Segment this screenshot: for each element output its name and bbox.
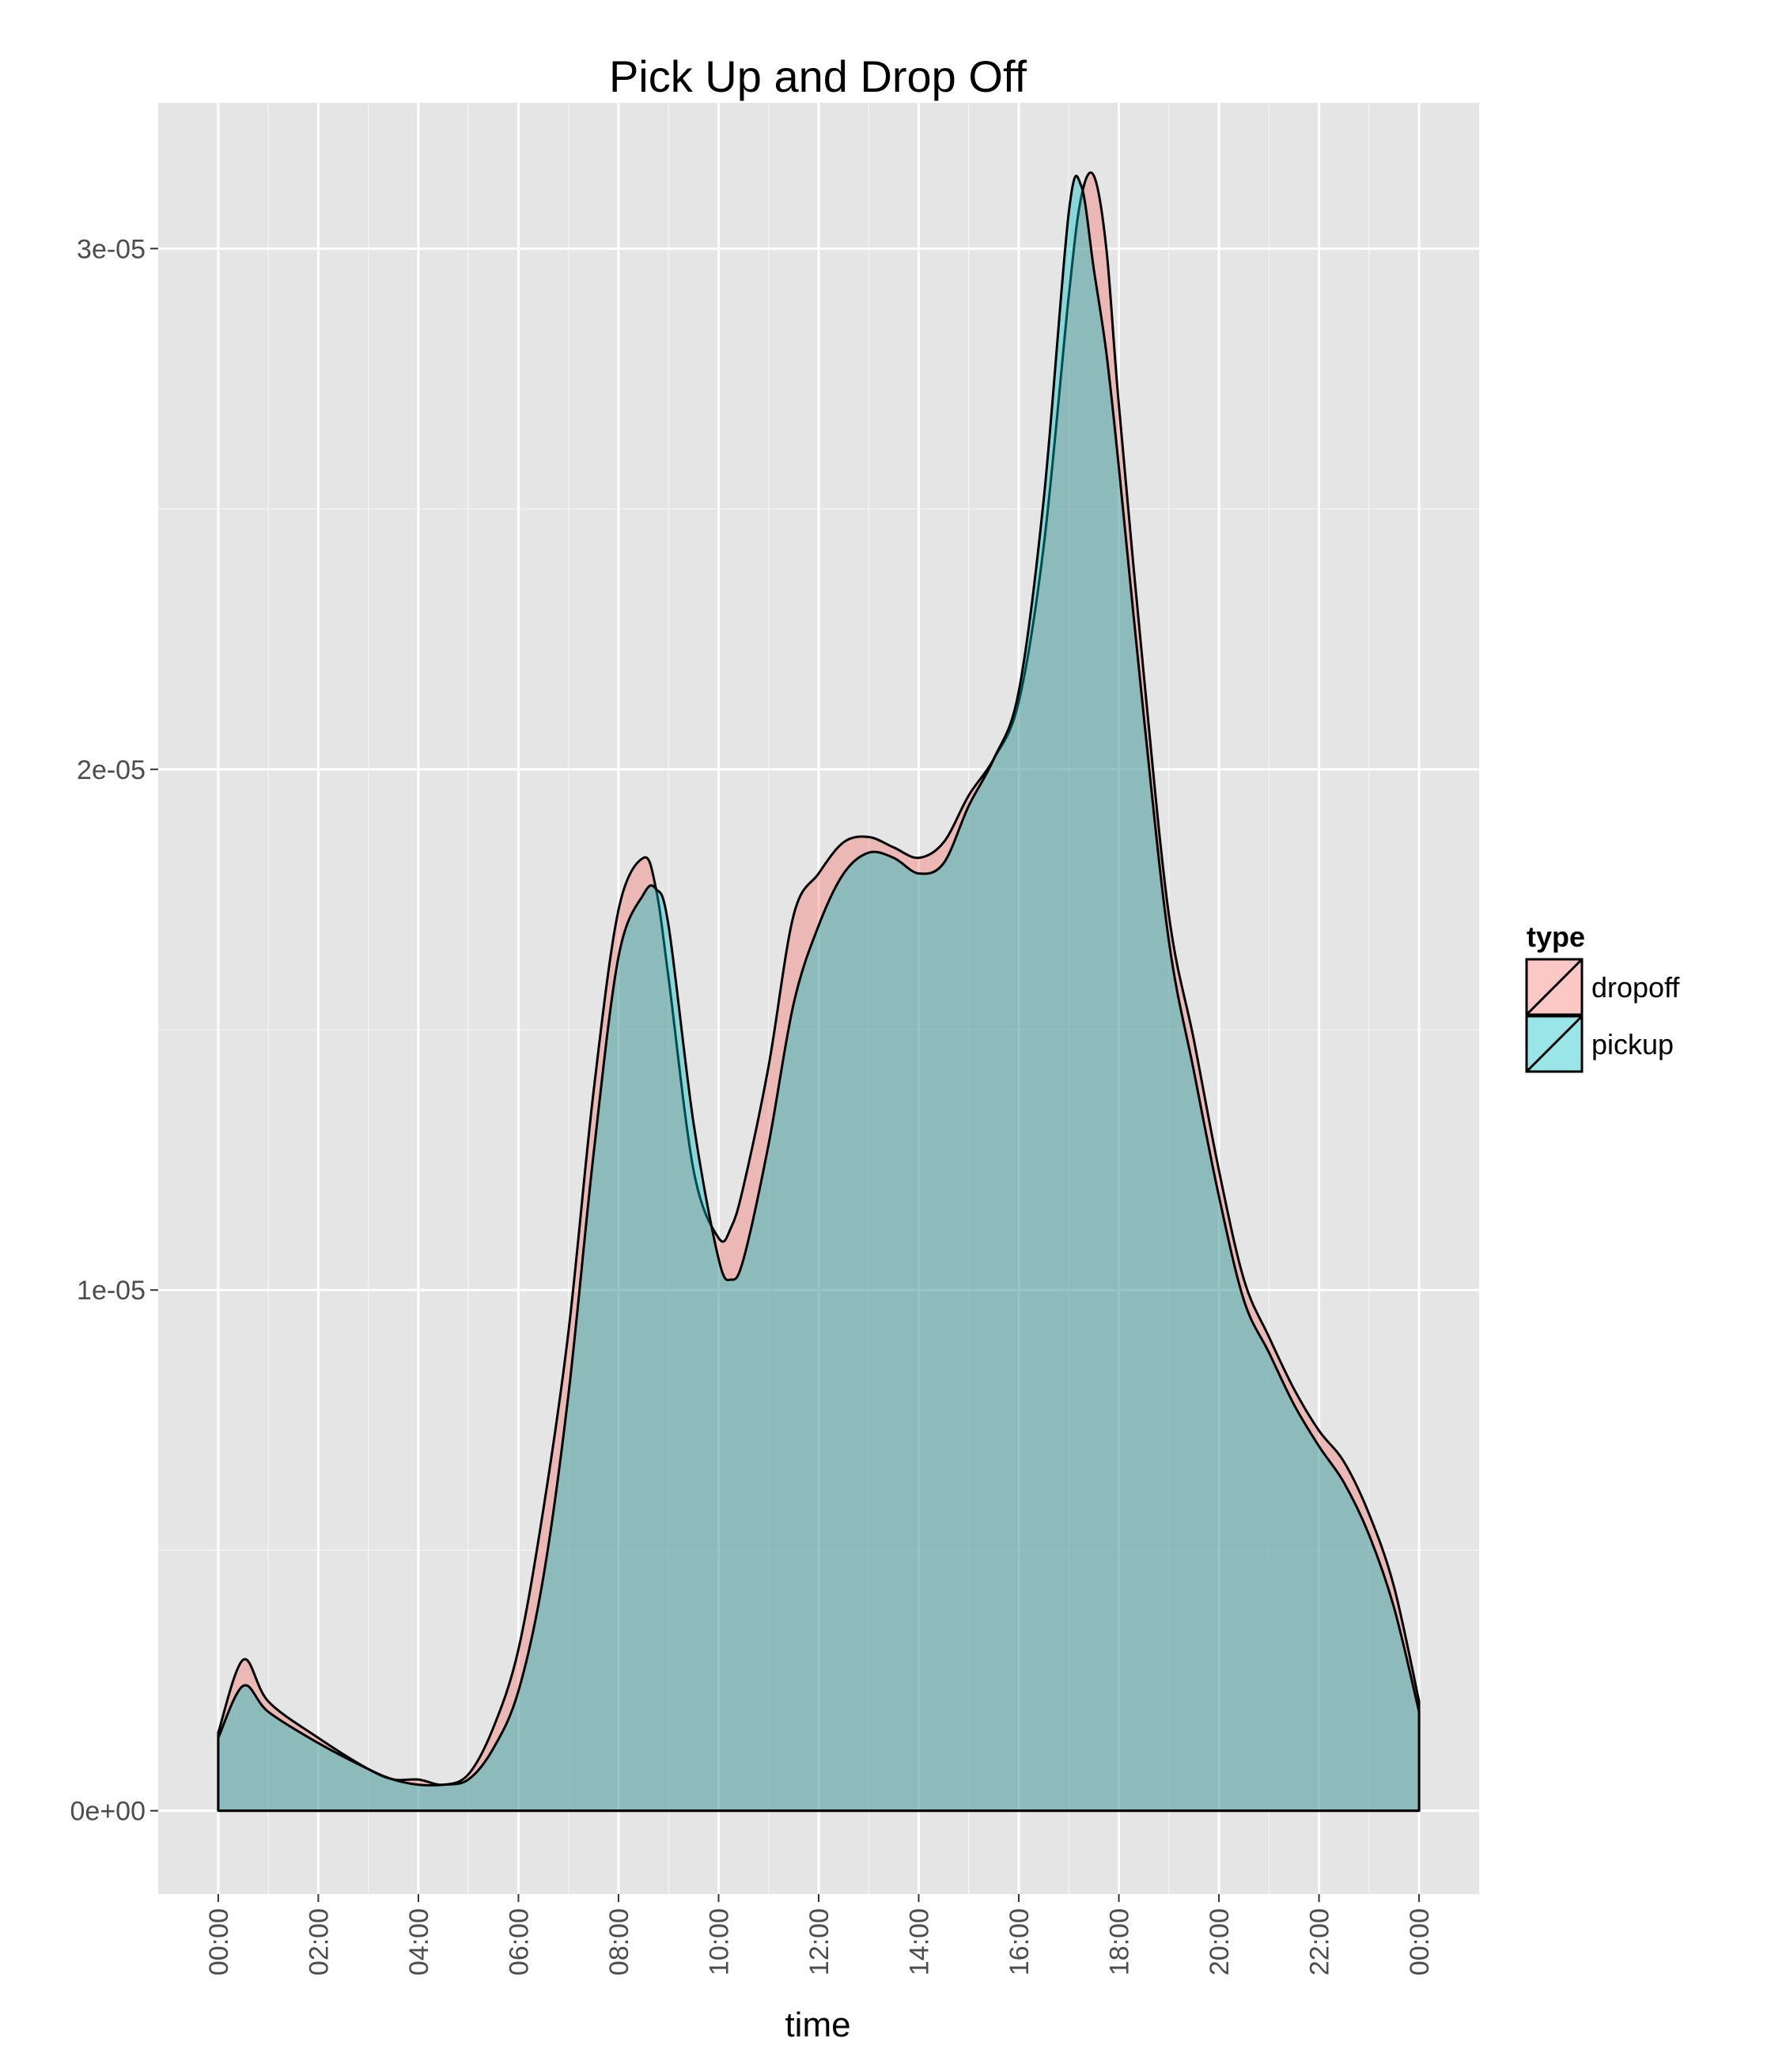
x-tick-label: 22:00	[1305, 1908, 1335, 1976]
legend-label-dropoff: dropoff	[1591, 971, 1680, 1004]
x-tick-label: 00:00	[1405, 1908, 1435, 1976]
major-gridlines	[158, 103, 1479, 1894]
x-tick-label: 16:00	[1005, 1908, 1035, 1976]
area-pickup	[217, 174, 1421, 1813]
y-tick-label: 2e-05	[77, 755, 146, 785]
x-axis: 00:00 02:00 04:00 06:00 08:00 10:00 12:00 14:00…	[204, 1894, 1435, 1976]
legend-label-pickup: pickup	[1591, 1028, 1674, 1061]
x-tick-label: 14:00	[905, 1908, 935, 1976]
legend-item-pickup: pickup	[1525, 1015, 1674, 1073]
legend-title: type	[1527, 921, 1585, 953]
y-tick-label: 1e-05	[77, 1276, 146, 1306]
legend-item-dropoff: dropoff	[1525, 958, 1680, 1016]
x-tick-label: 02:00	[304, 1908, 334, 1976]
density-areas	[217, 171, 1421, 1813]
chart-title: Pick Up and Drop Off	[609, 51, 1027, 101]
legend-key-slash	[1525, 958, 1584, 1016]
legend-key-slash	[1525, 1015, 1584, 1073]
y-tick-label: 3e-05	[77, 234, 146, 264]
x-tick-label: 12:00	[804, 1908, 834, 1976]
x-tick-label: 04:00	[404, 1908, 434, 1976]
y-axis: 0e+00 1e-05 2e-05 3e-05	[70, 234, 158, 1827]
y-tick-label: 0e+00	[70, 1797, 146, 1827]
x-tick-label: 20:00	[1205, 1908, 1235, 1976]
area-dropoff	[217, 171, 1421, 1813]
x-tick-label: 18:00	[1105, 1908, 1135, 1976]
x-tick-label: 00:00	[204, 1908, 234, 1976]
legend: type dropoff pickup	[1525, 921, 1680, 1073]
x-tick-label: 06:00	[504, 1908, 534, 1976]
x-tick-label: 10:00	[704, 1908, 734, 1976]
x-tick-label: 08:00	[604, 1908, 634, 1976]
x-axis-title: time	[785, 2006, 850, 2044]
